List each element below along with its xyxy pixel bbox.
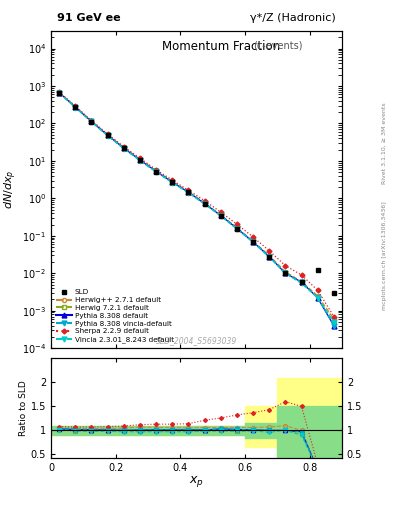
pythia (299, 279, 304, 285)
pythia (235, 225, 239, 231)
pythia (170, 179, 174, 185)
pythia (331, 323, 336, 329)
sherpa (251, 234, 255, 240)
sherpa (89, 117, 94, 123)
Line: pythia: pythia (57, 90, 336, 328)
vincia (299, 280, 304, 286)
vincia (105, 133, 110, 139)
vincia (73, 104, 78, 111)
pythia (89, 118, 94, 124)
sherpa (170, 177, 174, 183)
vincia (235, 226, 239, 232)
vincia_py (202, 200, 207, 206)
vincia_py (219, 212, 223, 219)
vincia (138, 158, 142, 164)
vincia_py (89, 118, 94, 124)
vincia (186, 190, 191, 196)
Legend: SLD, Herwig++ 2.7.1 default, Herwig 7.2.1 default, Pythia 8.308 default, Pythia : SLD, Herwig++ 2.7.1 default, Herwig 7.2.… (55, 288, 176, 345)
pythia (251, 239, 255, 245)
Text: mcplots.cern.ch [arXiv:1306.3436]: mcplots.cern.ch [arXiv:1306.3436] (382, 202, 387, 310)
Text: SLD_2004_S5693039: SLD_2004_S5693039 (156, 336, 237, 345)
pythia (73, 104, 78, 110)
sherpa (57, 89, 62, 95)
pythia (138, 157, 142, 163)
vincia (267, 254, 272, 260)
pythia (57, 90, 62, 96)
Y-axis label: Ratio to SLD: Ratio to SLD (19, 380, 28, 436)
vincia_py (331, 323, 336, 329)
pythia (202, 200, 207, 206)
sherpa (283, 263, 288, 269)
vincia_py (57, 90, 62, 96)
Text: Rivet 3.1.10, ≥ 3M events: Rivet 3.1.10, ≥ 3M events (382, 102, 387, 184)
vincia (57, 90, 62, 96)
vincia_py (315, 295, 320, 301)
pythia (315, 295, 320, 301)
sherpa (138, 155, 142, 161)
vincia_py (267, 253, 272, 260)
vincia_py (105, 132, 110, 138)
vincia_py (299, 279, 304, 285)
sherpa (105, 131, 110, 137)
sherpa (73, 103, 78, 109)
vincia_py (154, 168, 158, 175)
vincia (170, 180, 174, 186)
vincia_py (186, 189, 191, 195)
X-axis label: $x_p$: $x_p$ (189, 475, 204, 489)
sherpa (315, 287, 320, 293)
vincia (315, 295, 320, 301)
sherpa (186, 187, 191, 194)
sherpa (219, 209, 223, 215)
vincia_py (73, 104, 78, 110)
vincia_py (283, 270, 288, 276)
vincia_py (138, 157, 142, 163)
vincia (219, 213, 223, 219)
Y-axis label: $dN/dx_p$: $dN/dx_p$ (3, 170, 19, 209)
pythia (267, 253, 272, 260)
sherpa (154, 166, 158, 173)
Text: 91 GeV ee: 91 GeV ee (57, 13, 121, 23)
sherpa (121, 144, 126, 150)
pythia (219, 212, 223, 219)
pythia (283, 270, 288, 276)
Text: (c-events): (c-events) (253, 40, 303, 50)
vincia (202, 201, 207, 207)
vincia (251, 239, 255, 245)
vincia (89, 119, 94, 125)
pythia (105, 132, 110, 138)
sherpa (202, 198, 207, 204)
Text: γ*/Z (Hadronic): γ*/Z (Hadronic) (250, 13, 336, 23)
sherpa (299, 272, 304, 278)
pythia (121, 145, 126, 151)
pythia (154, 168, 158, 175)
Line: sherpa: sherpa (57, 90, 336, 318)
pythia (186, 189, 191, 195)
vincia_py (121, 145, 126, 151)
Text: Momentum Fraction: Momentum Fraction (162, 40, 280, 53)
sherpa (331, 313, 336, 319)
Line: vincia_py: vincia_py (57, 90, 336, 328)
vincia (331, 319, 336, 325)
sherpa (235, 221, 239, 227)
vincia (121, 145, 126, 152)
vincia_py (251, 239, 255, 245)
vincia_py (170, 179, 174, 185)
vincia_py (235, 225, 239, 231)
vincia (154, 169, 158, 175)
Line: vincia: vincia (57, 91, 336, 325)
vincia (283, 270, 288, 276)
sherpa (267, 248, 272, 254)
